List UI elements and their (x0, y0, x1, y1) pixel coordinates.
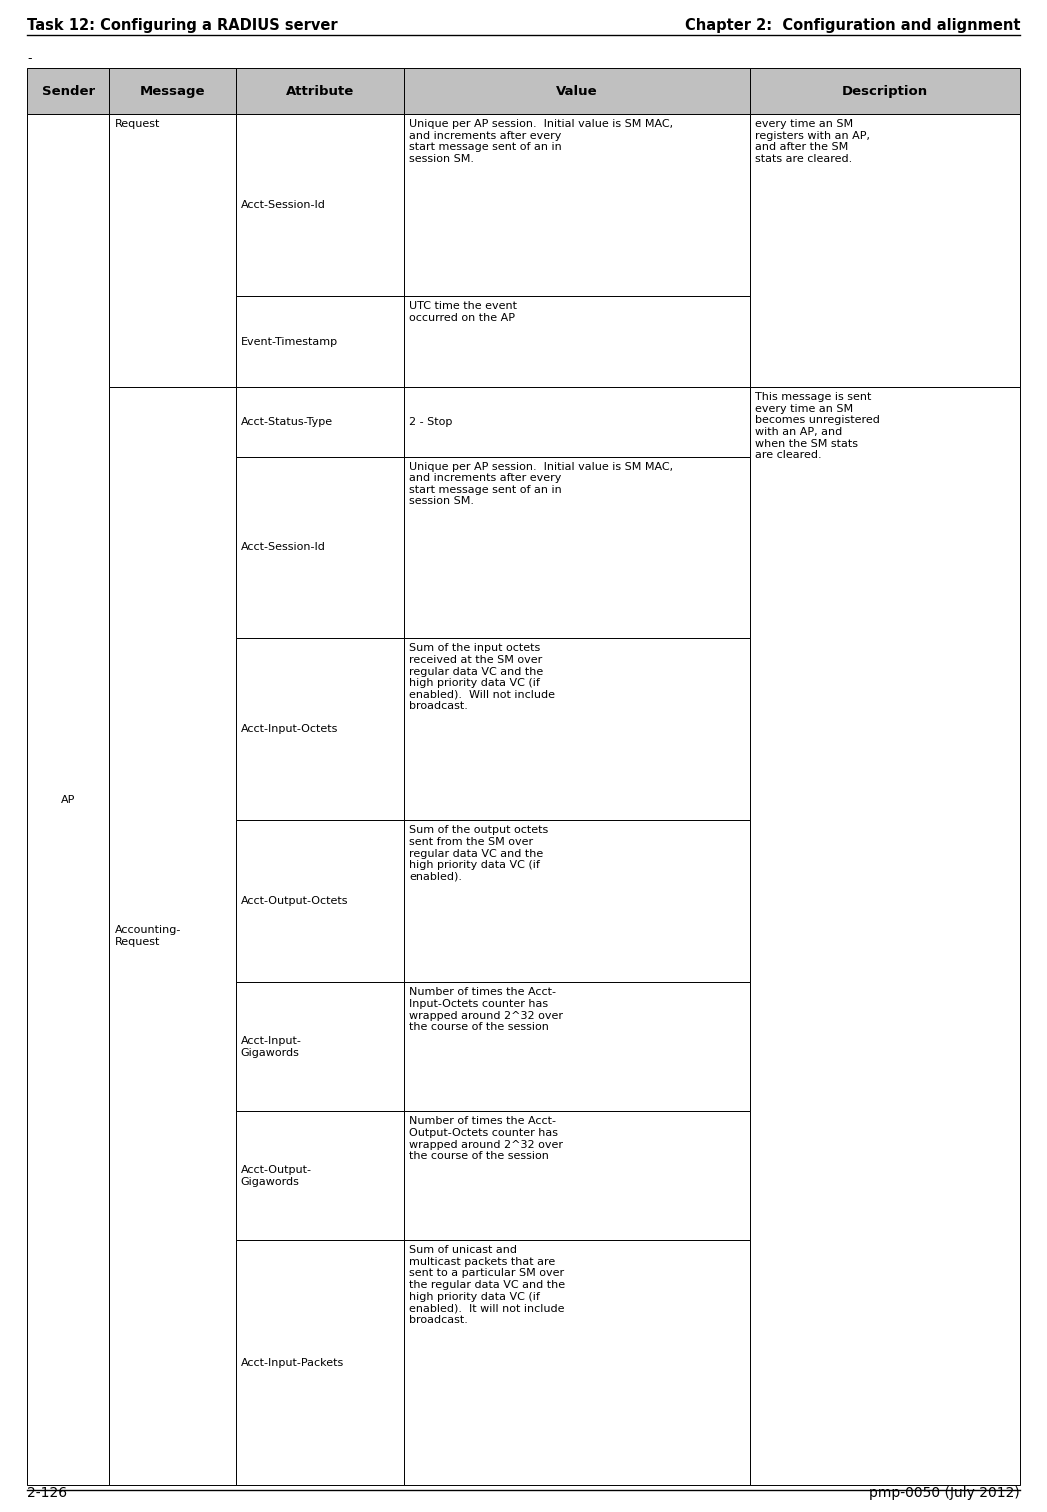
Text: Sum of unicast and
multicast packets that are
sent to a particular SM over
the r: Sum of unicast and multicast packets tha… (409, 1246, 565, 1325)
Bar (236, 638, 404, 821)
Bar (236, 387, 404, 457)
Bar (236, 1111, 404, 1240)
Text: Unique per AP session.  Initial value is SM MAC,
and increments after every
star: Unique per AP session. Initial value is … (409, 119, 673, 165)
Text: Attribute: Attribute (286, 85, 354, 98)
Text: AP: AP (61, 795, 75, 804)
Text: Accounting-
Request: Accounting- Request (114, 925, 181, 947)
Text: Acct-Session-Id: Acct-Session-Id (241, 200, 326, 210)
Bar (236, 457, 404, 638)
Text: Sum of the output octets
sent from the SM over
regular data VC and the
high prio: Sum of the output octets sent from the S… (409, 826, 549, 881)
Text: Task 12: Configuring a RADIUS server: Task 12: Configuring a RADIUS server (27, 18, 337, 33)
Bar (110, 68, 236, 115)
Text: 2 - Stop: 2 - Stop (409, 417, 452, 426)
Bar (404, 638, 750, 821)
Bar (404, 983, 750, 1111)
Bar (27, 68, 110, 115)
Bar (236, 821, 404, 983)
Bar (404, 296, 750, 387)
Text: Acct-Output-
Gigawords: Acct-Output- Gigawords (241, 1166, 312, 1187)
Text: Request: Request (114, 119, 160, 130)
Text: Chapter 2:  Configuration and alignment: Chapter 2: Configuration and alignment (685, 18, 1020, 33)
Text: Sender: Sender (42, 85, 95, 98)
Bar (404, 1240, 750, 1485)
Text: 2-126: 2-126 (27, 1486, 67, 1500)
Bar (750, 115, 1020, 387)
Text: Acct-Input-Packets: Acct-Input-Packets (241, 1358, 343, 1368)
Text: Acct-Output-Octets: Acct-Output-Octets (241, 897, 348, 906)
Bar (404, 387, 750, 457)
Text: UTC time the event
occurred on the AP: UTC time the event occurred on the AP (409, 301, 517, 322)
Bar (404, 821, 750, 983)
Bar (404, 115, 750, 296)
Text: -: - (27, 51, 31, 65)
Bar (236, 1240, 404, 1485)
Bar (750, 387, 1020, 1485)
Bar (750, 68, 1020, 115)
Text: Acct-Input-Octets: Acct-Input-Octets (241, 724, 338, 735)
Text: Value: Value (556, 85, 598, 98)
Text: This message is sent
every time an SM
becomes unregistered
with an AP, and
when : This message is sent every time an SM be… (755, 392, 879, 460)
Text: Number of times the Acct-
Output-Octets counter has
wrapped around 2^32 over
the: Number of times the Acct- Output-Octets … (409, 1116, 563, 1161)
Text: Unique per AP session.  Initial value is SM MAC,
and increments after every
star: Unique per AP session. Initial value is … (409, 461, 673, 507)
Bar (236, 115, 404, 296)
Text: Acct-Input-
Gigawords: Acct-Input- Gigawords (241, 1036, 302, 1057)
Bar (404, 457, 750, 638)
Text: every time an SM
registers with an AP,
and after the SM
stats are cleared.: every time an SM registers with an AP, a… (755, 119, 870, 165)
Bar (404, 1111, 750, 1240)
Bar (236, 983, 404, 1111)
Bar (27, 115, 110, 1485)
Text: Acct-Session-Id: Acct-Session-Id (241, 543, 326, 552)
Bar (236, 296, 404, 387)
Text: Acct-Status-Type: Acct-Status-Type (241, 417, 333, 426)
Text: Event-Timestamp: Event-Timestamp (241, 337, 337, 346)
Bar (404, 68, 750, 115)
Bar (110, 387, 236, 1485)
Text: pmp-0050 (July 2012): pmp-0050 (July 2012) (869, 1486, 1020, 1500)
Bar (236, 68, 404, 115)
Text: Message: Message (139, 85, 205, 98)
Text: Description: Description (842, 85, 928, 98)
Text: Sum of the input octets
received at the SM over
regular data VC and the
high pri: Sum of the input octets received at the … (409, 644, 555, 712)
Text: Number of times the Acct-
Input-Octets counter has
wrapped around 2^32 over
the : Number of times the Acct- Input-Octets c… (409, 987, 563, 1033)
Bar (110, 115, 236, 387)
